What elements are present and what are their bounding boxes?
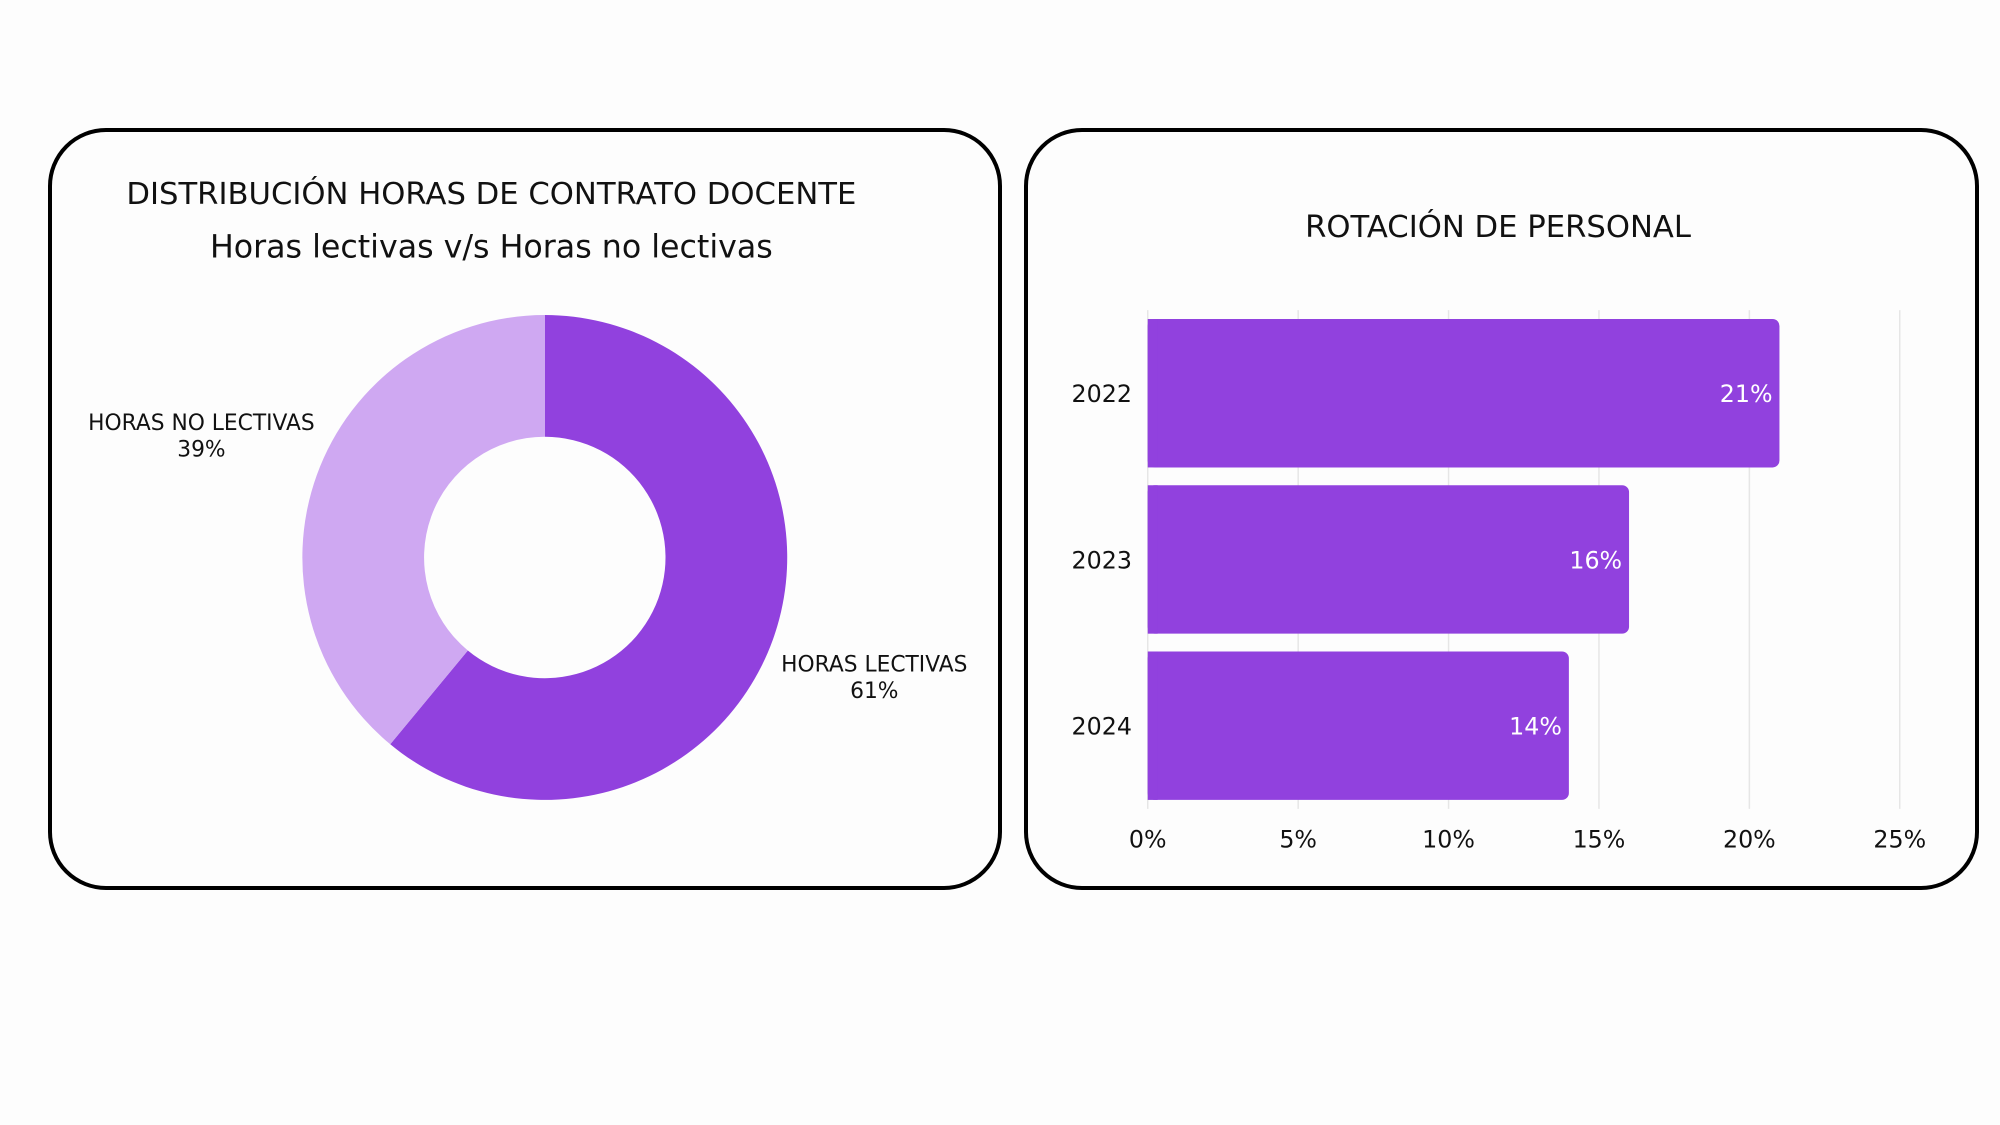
donut-chart-panel: DISTRIBUCIÓN HORAS DE CONTRATO DOCENTE H…	[48, 128, 1002, 890]
bar-value-label: 16%	[1569, 546, 1622, 574]
donut-slice-horas-no-lectivas	[302, 315, 545, 745]
bar-2024	[1147, 651, 1569, 800]
bar-2022	[1147, 319, 1780, 468]
donut-chart-subtitle: Horas lectivas v/s Horas no lectivas	[210, 230, 773, 266]
bar-value-label: 21%	[1720, 380, 1773, 408]
x-tick-label: 25%	[1873, 825, 1926, 853]
x-tick-label: 15%	[1573, 825, 1626, 853]
x-tick-label: 5%	[1279, 825, 1317, 853]
donut-slice-horas-lectivas	[390, 315, 788, 800]
donut-slice-label: HORAS LECTIVAS	[781, 652, 967, 677]
donut-chart: DISTRIBUCIÓN HORAS DE CONTRATO DOCENTE H…	[88, 175, 967, 800]
bar-chart: ROTACIÓN DE PERSONAL 21% 16% 14% 2022 2023 2…	[1072, 208, 1927, 854]
bar-chart-panel: ROTACIÓN DE PERSONAL 21% 16% 14% 2022 2023 2…	[1024, 128, 1979, 890]
bar-2023	[1147, 485, 1630, 634]
bar-chart-title: ROTACIÓN DE PERSONAL	[1305, 208, 1691, 245]
donut-chart-title: DISTRIBUCIÓN HORAS DE CONTRATO DOCENTE	[126, 175, 856, 212]
bar-2023-edge	[1147, 485, 1158, 634]
bar-2022-edge	[1147, 319, 1158, 468]
donut-slice-value-label: 61%	[850, 679, 898, 704]
y-category-label: 2022	[1072, 380, 1132, 408]
x-tick-label: 20%	[1723, 825, 1776, 853]
bar-2024-edge	[1147, 651, 1158, 800]
donut-slice-label: HORAS NO LECTIVAS	[88, 411, 315, 436]
y-category-label: 2023	[1072, 546, 1132, 574]
y-category-label: 2024	[1072, 713, 1132, 741]
bar-value-label: 14%	[1509, 713, 1562, 741]
donut-slice-value-label: 39%	[177, 438, 225, 463]
x-tick-label: 10%	[1422, 825, 1475, 853]
x-tick-label: 0%	[1129, 825, 1167, 853]
